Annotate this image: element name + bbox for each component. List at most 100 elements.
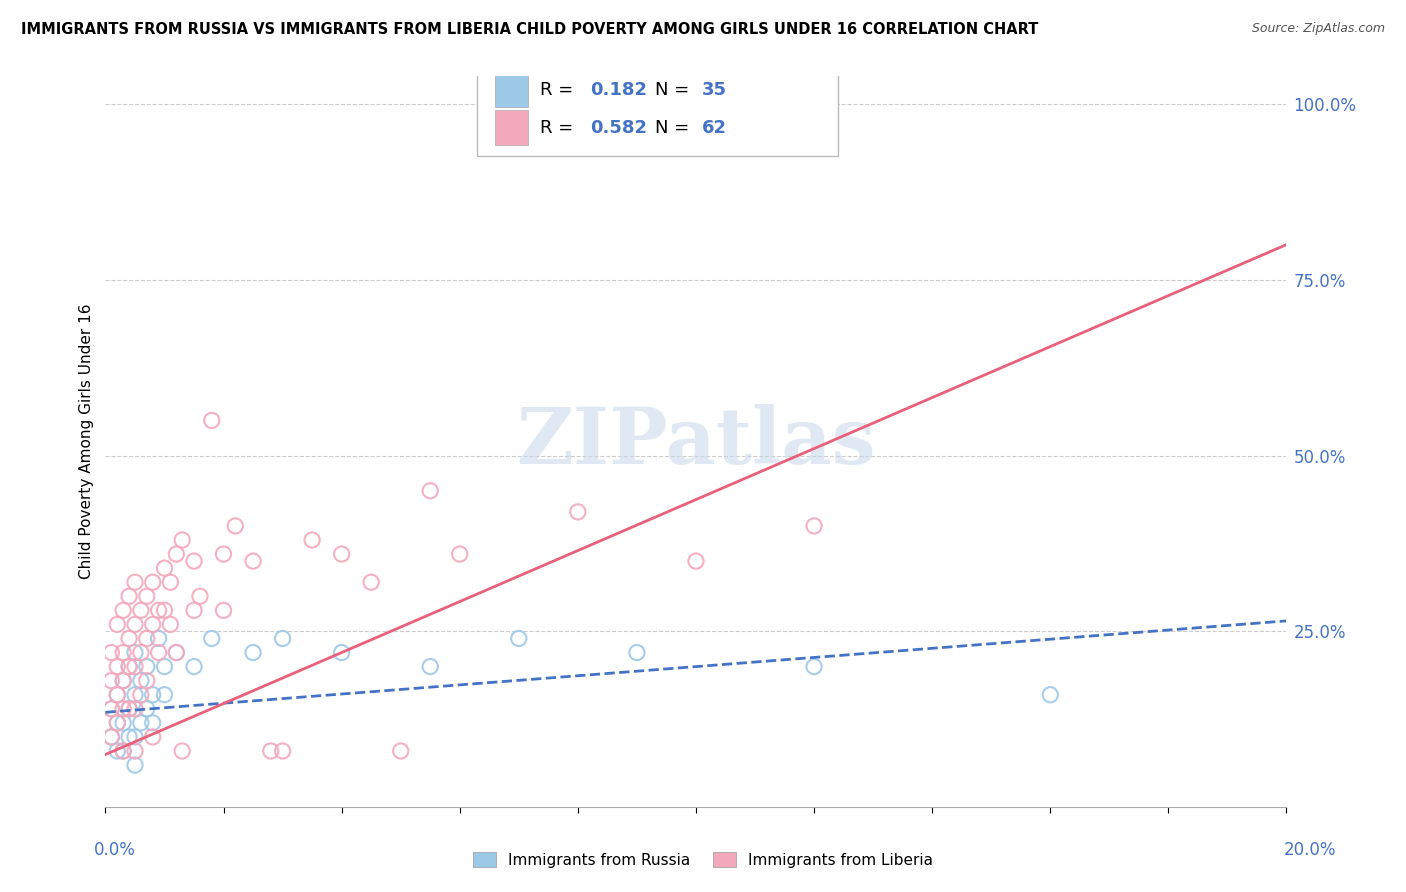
Point [129,688,152,702]
Point [803,519,825,533]
Point [100,702,122,716]
Point [124,617,146,632]
Point [129,646,152,660]
Point [201,413,224,427]
Point [148,632,170,646]
Point [159,575,181,590]
Point [449,547,471,561]
Point [112,744,135,758]
Point [112,744,135,758]
Point [419,659,441,673]
Point [188,589,211,603]
Point [124,688,146,702]
Point [142,730,165,744]
Point [567,505,589,519]
Point [803,659,825,673]
Point [135,589,157,603]
Point [242,646,264,660]
Point [201,632,224,646]
Point [105,659,128,673]
Point [172,744,194,758]
Point [124,758,146,772]
FancyBboxPatch shape [495,111,529,145]
Point [105,688,128,702]
Point [142,715,165,730]
Point [478,118,501,132]
Point [183,554,205,568]
Point [508,632,530,646]
Point [112,673,135,688]
Point [1039,688,1062,702]
Point [100,702,122,716]
Text: 0.582: 0.582 [589,119,647,136]
Point [135,673,157,688]
Point [135,702,157,716]
Point [118,730,141,744]
Point [105,688,128,702]
Point [389,744,412,758]
Point [100,730,122,744]
Point [124,646,146,660]
Point [100,646,122,660]
Point [172,533,194,547]
Point [105,715,128,730]
FancyBboxPatch shape [478,62,838,156]
Text: N =: N = [655,119,695,136]
Point [105,715,128,730]
Point [118,659,141,673]
Point [301,533,323,547]
Legend: Immigrants from Russia, Immigrants from Liberia: Immigrants from Russia, Immigrants from … [467,846,939,873]
Point [105,744,128,758]
Point [148,646,170,660]
Point [135,659,157,673]
Point [129,715,152,730]
Point [124,730,146,744]
Text: 0.182: 0.182 [589,80,647,99]
Point [135,632,157,646]
Text: 35: 35 [702,80,727,99]
Point [626,646,648,660]
Point [183,659,205,673]
Point [142,617,165,632]
Point [112,673,135,688]
Text: IMMIGRANTS FROM RUSSIA VS IMMIGRANTS FROM LIBERIA CHILD POVERTY AMONG GIRLS UNDE: IMMIGRANTS FROM RUSSIA VS IMMIGRANTS FRO… [21,22,1039,37]
Text: 0.0%: 0.0% [94,840,136,858]
Point [165,646,187,660]
Point [112,603,135,617]
Text: Source: ZipAtlas.com: Source: ZipAtlas.com [1251,22,1385,36]
Point [260,744,283,758]
Point [224,519,246,533]
Point [271,632,294,646]
Point [165,547,187,561]
Point [330,547,353,561]
Point [142,688,165,702]
Point [118,589,141,603]
Point [112,702,135,716]
Y-axis label: Child Poverty Among Girls Under 16: Child Poverty Among Girls Under 16 [79,304,94,579]
Point [148,603,170,617]
Text: ZIPatlas: ZIPatlas [516,403,876,480]
Point [124,744,146,758]
Point [118,702,141,716]
Point [685,554,707,568]
Point [105,617,128,632]
FancyBboxPatch shape [495,72,529,107]
Point [153,561,176,575]
Point [100,730,122,744]
Point [271,744,294,758]
Text: 20.0%: 20.0% [1284,840,1337,858]
Point [124,659,146,673]
Point [165,646,187,660]
Point [100,673,122,688]
Point [118,632,141,646]
Point [124,702,146,716]
Point [242,554,264,568]
Point [153,603,176,617]
Point [112,715,135,730]
Point [212,603,235,617]
Text: R =: R = [540,80,579,99]
Point [118,702,141,716]
Point [419,483,441,498]
Point [129,603,152,617]
Point [124,575,146,590]
